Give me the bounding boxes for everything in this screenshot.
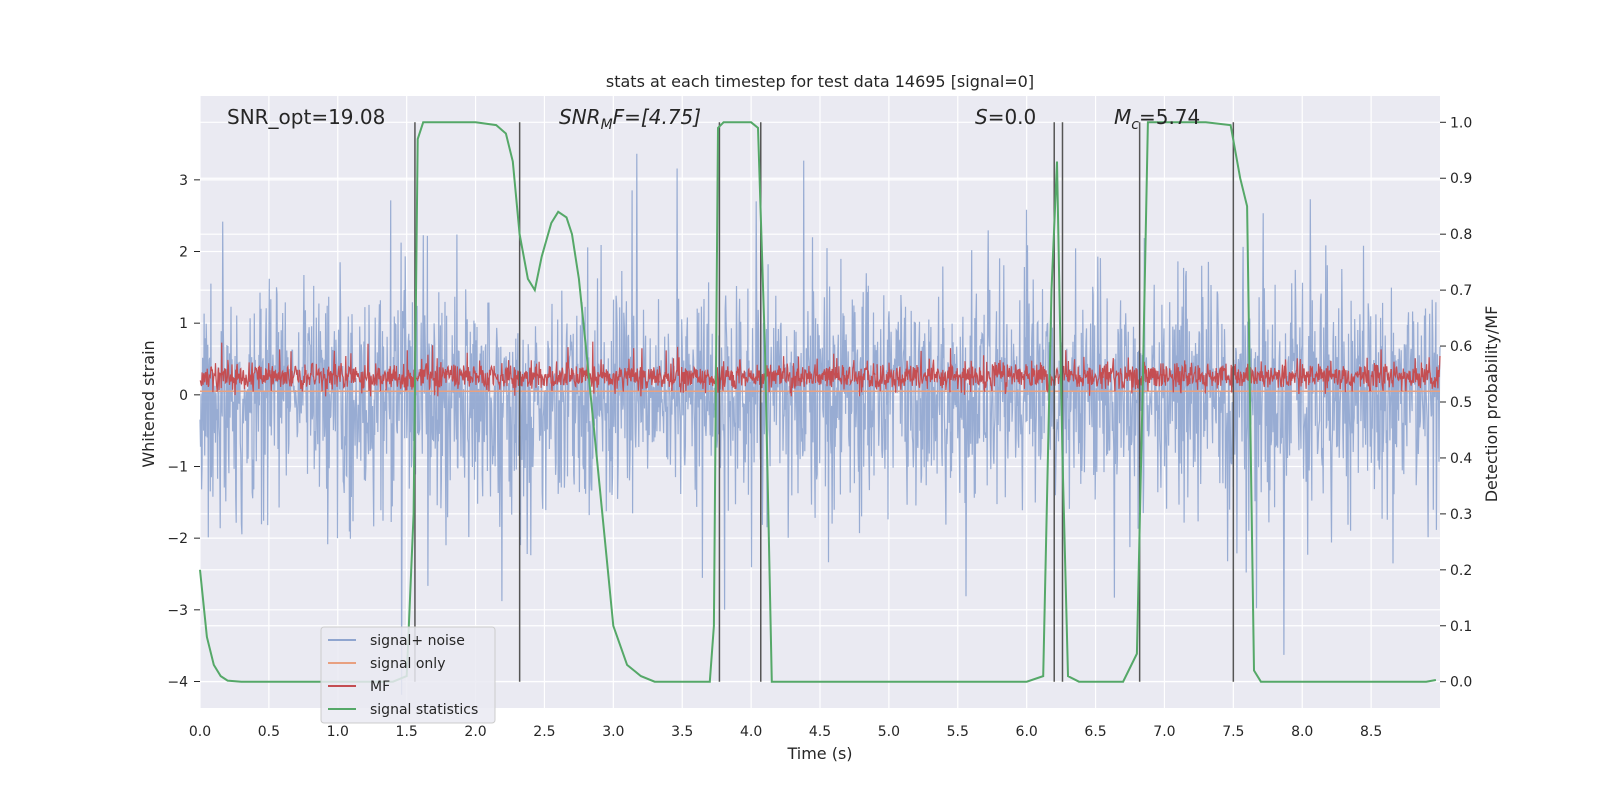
- x-tick-label: 2.0: [464, 724, 486, 740]
- x-tick-label: 4.0: [740, 724, 762, 740]
- annotation-snr-opt: SNR_opt=19.08: [227, 105, 385, 129]
- legend: signal+ noise signal only MF signal stat…: [320, 626, 496, 724]
- s-value: =0.0: [988, 105, 1037, 129]
- signal-statistics-line: [199, 121, 1437, 683]
- legend-box: [320, 626, 496, 724]
- y-right-tick-label: 0.7: [1450, 283, 1472, 299]
- y-tick-label: 1: [179, 316, 188, 332]
- x-tick-label: 2.5: [533, 724, 555, 740]
- annotation-snr-mf: SNRMF=[4.75]: [559, 105, 701, 133]
- legend-label-signal-statistics: signal statistics: [370, 702, 478, 718]
- x-tick-label: 6.0: [1016, 724, 1038, 740]
- x-tick-label: 7.5: [1222, 724, 1244, 740]
- legend-label-mf: MF: [370, 679, 390, 695]
- y-tick-label: 2: [179, 245, 188, 261]
- x-axis-ticks: 0.0 0.5 1.0 1.5 2.0 2.5 3.0 3.5 4.0 4.5 5.0 5.5 6.0 6…: [189, 724, 1382, 740]
- x-tick-label: 3.5: [671, 724, 693, 740]
- chart-title: stats at each timestep for test data 146…: [606, 72, 1034, 91]
- y-tick-label: −1: [167, 459, 188, 475]
- series-signal-statistics: [199, 121, 1437, 683]
- x-tick-label: 0.5: [258, 724, 280, 740]
- x-tick-label: 1.5: [396, 724, 418, 740]
- y-tick-label: −3: [167, 603, 188, 619]
- legend-label-signal-noise: signal+ noise: [370, 633, 465, 649]
- mc-value: =5.74: [1139, 105, 1200, 129]
- y-right-tick-label: 0.1: [1450, 619, 1472, 635]
- y-right-tick-label: 0.5: [1450, 395, 1472, 411]
- y-tick-label: −4: [167, 674, 188, 690]
- y-axis-ticks: 3 2 1 0 −1 −2 −3 −4: [167, 173, 200, 690]
- s-label: S: [975, 105, 988, 129]
- x-tick-label: 3.0: [602, 724, 624, 740]
- y-right-tick-label: 0.3: [1450, 507, 1472, 523]
- legend-label-signal-only: signal only: [370, 656, 445, 672]
- x-tick-label: 1.0: [327, 724, 349, 740]
- x-tick-label: 0.0: [189, 724, 211, 740]
- x-tick-label: 5.5: [947, 724, 969, 740]
- x-tick-label: 4.5: [809, 724, 831, 740]
- y-right-tick-label: 0.4: [1450, 451, 1472, 467]
- x-tick-label: 8.5: [1360, 724, 1382, 740]
- y-right-tick-label: 0.9: [1450, 171, 1472, 187]
- snr-mf-prefix: SNR: [559, 105, 601, 129]
- y-tick-label: −2: [167, 531, 188, 547]
- x-tick-label: 8.0: [1291, 724, 1313, 740]
- annotation-mc: Mc=5.74: [1114, 105, 1200, 133]
- x-tick-label: 6.5: [1084, 724, 1106, 740]
- y-right-tick-label: 0.0: [1450, 675, 1472, 691]
- y-right-tick-label: 1.0: [1450, 115, 1472, 131]
- mc-label: M: [1114, 105, 1131, 129]
- snr-mf-sub: M: [601, 117, 613, 133]
- y-right-axis-label: Detection probability/MF: [1482, 306, 1501, 503]
- mc-sub: c: [1131, 117, 1139, 133]
- y-right-tick-label: 0.6: [1450, 339, 1472, 355]
- y-tick-label: 3: [179, 173, 188, 189]
- snr-mf-suffix: F=[4.75]: [613, 105, 701, 129]
- y-axis-label: Whitened strain: [139, 340, 158, 467]
- y-right-tick-label: 0.8: [1450, 227, 1472, 243]
- x-tick-label: 5.0: [878, 724, 900, 740]
- y-right-axis-ticks: 1.0 0.9 0.8 0.7 0.6 0.5 0.4 0.3 0.2 0.1 0.0: [1440, 115, 1472, 691]
- y-right-tick-label: 0.2: [1450, 563, 1472, 579]
- x-tick-label: 7.0: [1153, 724, 1175, 740]
- x-axis-label: Time (s): [786, 744, 852, 763]
- y-tick-label: 0: [179, 388, 188, 404]
- annotation-s: S=0.0: [975, 105, 1036, 129]
